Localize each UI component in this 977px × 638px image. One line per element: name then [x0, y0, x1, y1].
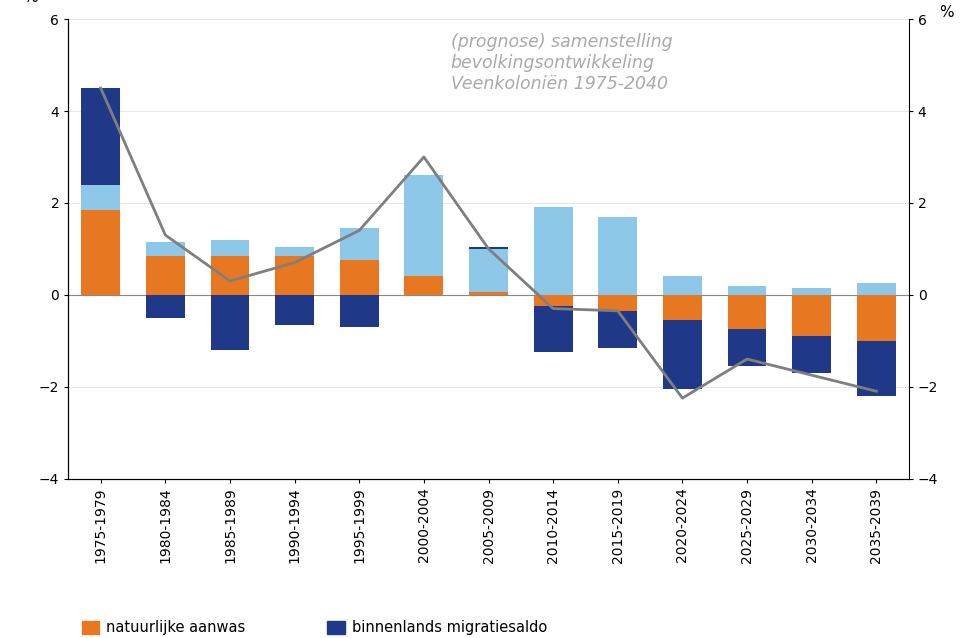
- Bar: [533, 306, 573, 352]
- Text: (prognose) samenstelling
bevolkingsontwikkeling
Veenkoloniën 1975-2040: (prognose) samenstelling bevolkingsontwi…: [450, 33, 672, 93]
- Bar: [598, 311, 637, 348]
- Legend: natuurlijke aanwas, buitenlands migratiesaldo, binnenlands migratiesaldo, ontwik: natuurlijke aanwas, buitenlands migratie…: [75, 614, 553, 638]
- Bar: [146, 256, 185, 295]
- Bar: [728, 295, 766, 329]
- Bar: [857, 283, 896, 295]
- Bar: [81, 184, 120, 210]
- Bar: [533, 207, 573, 295]
- Bar: [146, 242, 185, 256]
- Bar: [728, 329, 766, 366]
- Bar: [211, 240, 249, 256]
- Bar: [792, 288, 831, 295]
- Bar: [469, 292, 508, 295]
- Bar: [81, 88, 120, 184]
- Bar: [728, 286, 766, 295]
- Bar: [340, 295, 379, 327]
- Bar: [340, 260, 379, 295]
- Bar: [663, 295, 701, 320]
- Bar: [146, 295, 185, 318]
- Bar: [469, 246, 508, 249]
- Bar: [211, 256, 249, 295]
- Bar: [792, 295, 831, 336]
- Bar: [81, 210, 120, 295]
- Bar: [211, 295, 249, 350]
- Bar: [598, 217, 637, 295]
- Bar: [857, 295, 896, 341]
- Y-axis label: %: %: [939, 5, 954, 20]
- Bar: [533, 295, 573, 306]
- Bar: [857, 341, 896, 396]
- Bar: [663, 320, 701, 389]
- Bar: [340, 228, 379, 260]
- Bar: [663, 276, 701, 295]
- Bar: [404, 175, 444, 276]
- Bar: [404, 276, 444, 295]
- Bar: [276, 246, 314, 256]
- Bar: [469, 249, 508, 292]
- Y-axis label: %: %: [23, 0, 38, 5]
- Bar: [598, 295, 637, 311]
- Bar: [276, 256, 314, 295]
- Bar: [792, 336, 831, 373]
- Bar: [276, 295, 314, 325]
